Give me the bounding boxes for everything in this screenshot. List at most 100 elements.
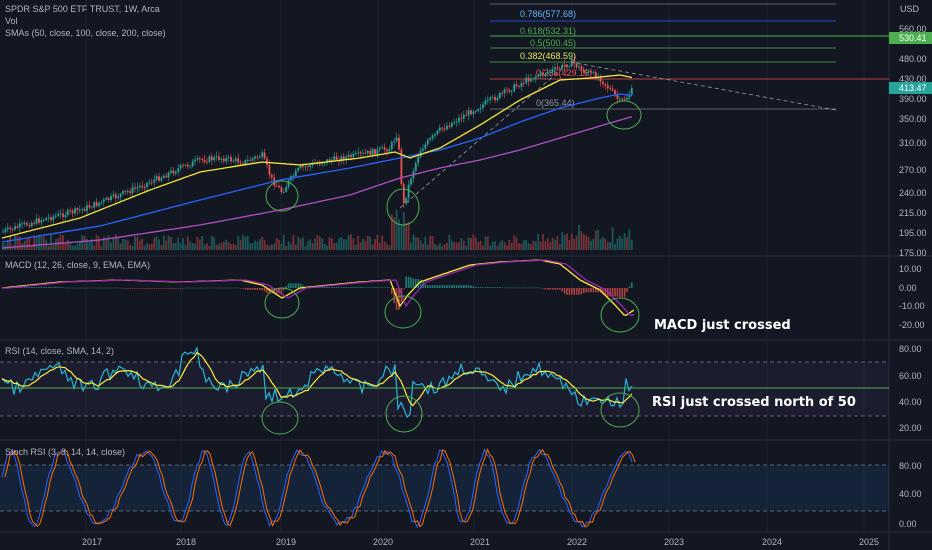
volume-bar bbox=[316, 234, 319, 250]
volume-bar bbox=[117, 237, 120, 250]
candle-body bbox=[165, 175, 168, 178]
volume-bar bbox=[400, 224, 403, 250]
macd-signal-line[interactable] bbox=[2, 259, 635, 316]
macd-hist-bar bbox=[583, 288, 585, 294]
volume-bar bbox=[126, 240, 129, 250]
volume-bar bbox=[66, 239, 69, 250]
macd-hist-bar bbox=[573, 288, 575, 295]
macd-hist-bar bbox=[602, 288, 604, 295]
stoch-axis[interactable]: 80.00 40.00 0.00 bbox=[899, 461, 922, 529]
macd-hist-bar bbox=[93, 287, 95, 289]
volume-bar bbox=[462, 240, 465, 250]
candle-body bbox=[628, 94, 631, 98]
volume-bar bbox=[270, 244, 273, 250]
candle-body bbox=[443, 128, 446, 130]
macd-hist-bar bbox=[427, 285, 429, 288]
candle-body bbox=[618, 98, 621, 100]
macd-hist-bar bbox=[568, 288, 571, 295]
candle-body bbox=[242, 163, 244, 165]
candle-body bbox=[170, 170, 172, 173]
rsi-ma-line[interactable] bbox=[1, 351, 633, 407]
volume-bar bbox=[398, 219, 400, 250]
candle-body bbox=[602, 81, 604, 84]
candle-body bbox=[354, 153, 357, 155]
macd-hist-bar bbox=[357, 287, 359, 288]
rsi-tick-20: 20.00 bbox=[899, 423, 922, 433]
price-tick-480: 480.00 bbox=[899, 54, 927, 64]
candle-body bbox=[340, 156, 343, 162]
volume-bar bbox=[563, 234, 566, 250]
sma-200-line[interactable] bbox=[1, 115, 633, 249]
volume-bar bbox=[486, 236, 489, 250]
candle-body bbox=[64, 215, 67, 218]
candle-body bbox=[208, 156, 211, 162]
macd-hist-bar bbox=[628, 286, 631, 288]
rsi-axis[interactable]: 80.00 60.00 40.00 20.00 bbox=[899, 344, 922, 433]
candle-body bbox=[299, 165, 302, 169]
macd-hist-bar bbox=[482, 287, 484, 288]
macd-hist-bar bbox=[343, 287, 345, 288]
time-axis[interactable]: 2017 2018 2019 2020 2021 2022 2023 2024 … bbox=[82, 537, 879, 547]
volume-bar bbox=[549, 241, 552, 250]
macd-hist-bar bbox=[105, 287, 107, 289]
candle-body bbox=[179, 165, 182, 169]
candle-body bbox=[134, 187, 136, 189]
macd-hist-bar bbox=[251, 288, 254, 290]
candle-body bbox=[542, 72, 544, 75]
macd-hist-bar bbox=[76, 287, 79, 289]
stoch-k-line[interactable] bbox=[1, 448, 633, 528]
volume-bar bbox=[388, 245, 391, 250]
macd-hist-bar bbox=[64, 287, 67, 289]
candle-body bbox=[316, 163, 319, 165]
macd-hist-bar bbox=[355, 287, 357, 288]
volume-bar bbox=[182, 238, 184, 250]
macd-hist-bar bbox=[172, 288, 175, 289]
fib-retracement[interactable]: 0.786(577.68) 0.618(532.31) 0.5(500.45) … bbox=[399, 3, 889, 209]
macd-hist-bar bbox=[302, 285, 304, 288]
macd-hist-bar bbox=[407, 276, 410, 288]
candle-body bbox=[614, 90, 616, 95]
macd-axis[interactable]: 10.00 0.00 -10.00 -20.00 bbox=[899, 264, 925, 330]
candle-body bbox=[285, 186, 288, 192]
candle-body bbox=[131, 187, 134, 194]
time-tick-2018: 2018 bbox=[176, 537, 196, 547]
candle-body bbox=[148, 182, 151, 184]
volume-bar bbox=[626, 237, 628, 250]
volume-bar bbox=[515, 237, 518, 250]
macd-hist-bar bbox=[31, 287, 33, 288]
candle-body bbox=[26, 222, 28, 226]
volume-bar bbox=[537, 234, 540, 250]
candle-body bbox=[33, 222, 36, 224]
candle-body bbox=[261, 152, 264, 157]
candle-body bbox=[184, 164, 187, 166]
volume-bar bbox=[489, 245, 492, 250]
volume-bar bbox=[383, 241, 386, 250]
sma-50-line[interactable] bbox=[1, 74, 633, 239]
macd-hist-bar bbox=[136, 288, 139, 289]
volume-bar bbox=[350, 234, 352, 250]
candle-body bbox=[578, 66, 580, 68]
macd-hist-bar bbox=[585, 288, 587, 293]
stoch-band bbox=[0, 465, 889, 511]
macd-hist-bar bbox=[537, 287, 539, 289]
candle-body bbox=[611, 88, 614, 91]
sma-100-line[interactable] bbox=[1, 93, 633, 243]
macd-hist-bar bbox=[484, 287, 487, 288]
candle-body bbox=[28, 225, 31, 227]
volume-bar bbox=[266, 244, 268, 250]
stoch-d-line[interactable] bbox=[4, 448, 636, 528]
volume-bar bbox=[386, 243, 388, 250]
candle-body bbox=[527, 77, 530, 82]
macd-hist-bar bbox=[263, 288, 266, 292]
volume-bar bbox=[568, 239, 571, 250]
highlight-circles[interactable] bbox=[261, 100, 642, 435]
macd-hist-bar bbox=[141, 288, 143, 289]
price-axis[interactable]: USD 560.00 530.41 480.00 430.00 413.47 3… bbox=[889, 4, 932, 258]
candle-body bbox=[448, 125, 451, 127]
macd-hist-bar bbox=[83, 287, 86, 289]
candle-body bbox=[563, 64, 566, 66]
candle-body bbox=[575, 63, 578, 68]
volume-bar bbox=[215, 245, 218, 250]
rsi-line[interactable] bbox=[1, 346, 633, 419]
